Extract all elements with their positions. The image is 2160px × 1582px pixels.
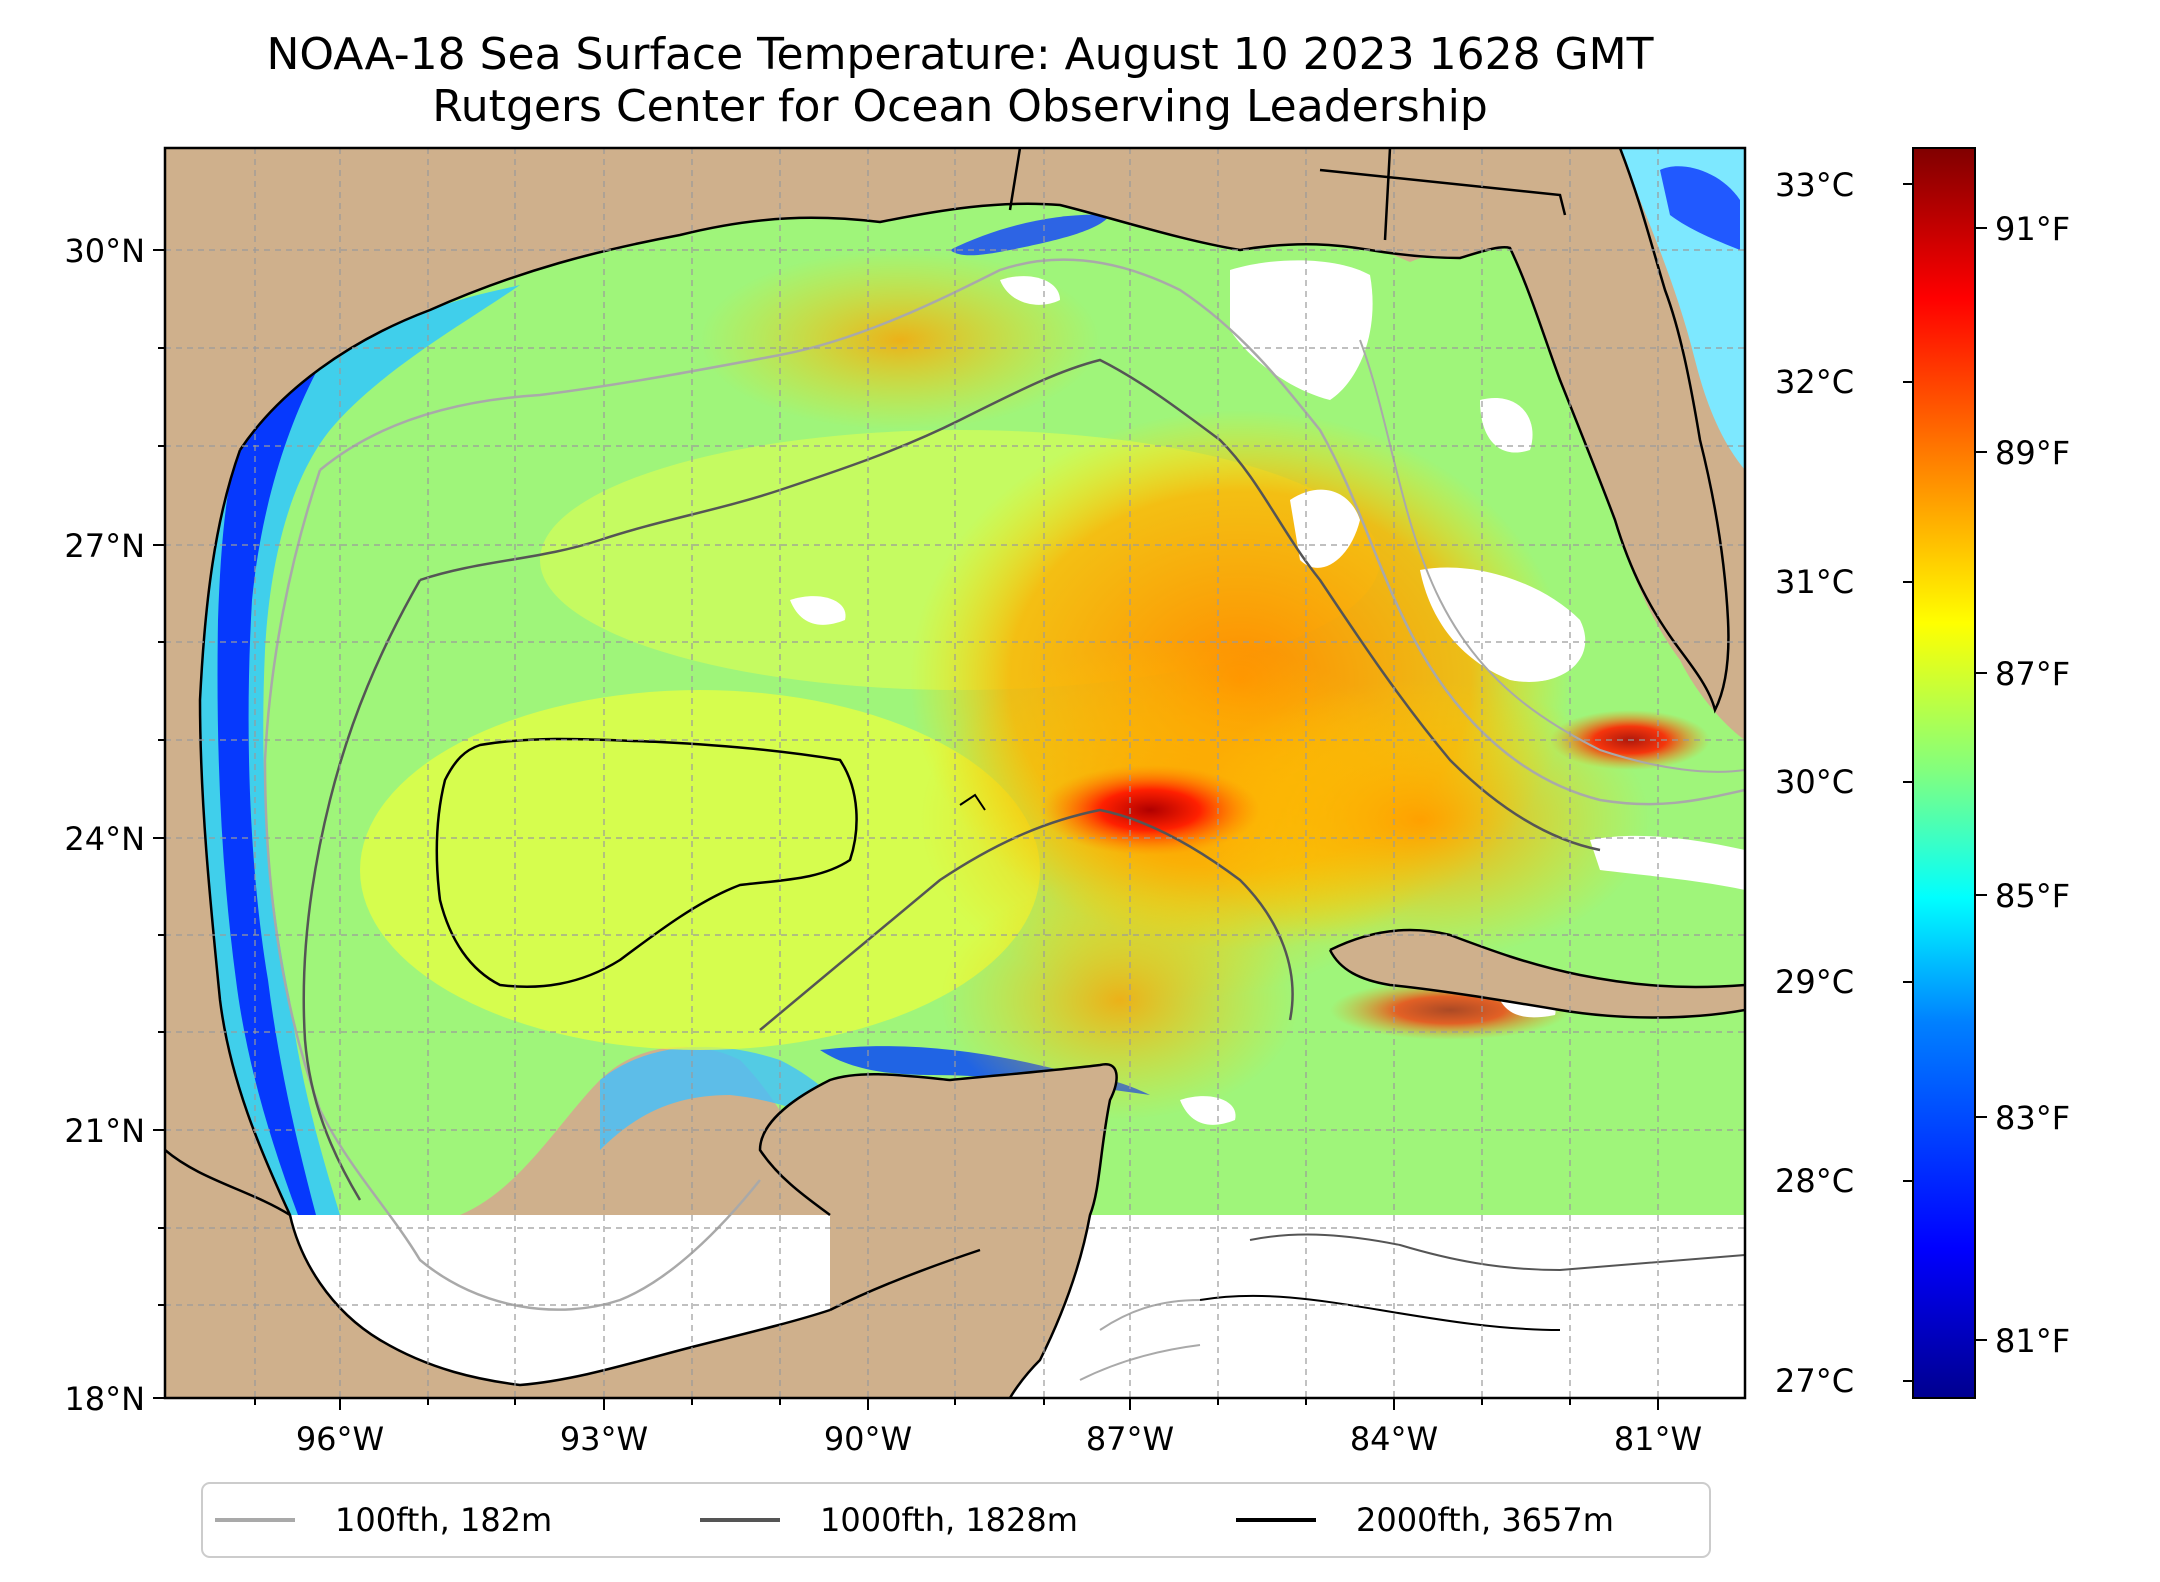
celsius-label-32: 32°C xyxy=(1775,363,1854,401)
yucatan-land xyxy=(760,1064,1117,1215)
depth-legend: 100fth, 182m 1000fth, 1828m 2000fth, 365… xyxy=(201,1482,1711,1558)
lat-label-21n: 21°N xyxy=(64,1112,145,1150)
colorbar xyxy=(1912,147,1976,1399)
fahrenheit-label-83: 83°F xyxy=(1995,1099,2070,1137)
fahrenheit-label-87: 87°F xyxy=(1995,655,2070,693)
lat-label-24n: 24°N xyxy=(64,820,145,858)
legend-label-100fth: 100fth, 182m xyxy=(335,1501,552,1539)
celsius-label-31: 31°C xyxy=(1775,563,1854,601)
celsius-label-27: 27°C xyxy=(1775,1362,1854,1400)
celsius-tick-marks xyxy=(1903,183,1913,1382)
lon-label-84w: 84°W xyxy=(1350,1420,1438,1458)
legend-box xyxy=(201,1482,1711,1558)
lon-label-87w: 87°W xyxy=(1086,1420,1174,1458)
cuba-land xyxy=(1330,930,1745,1018)
fahrenheit-label-91: 91°F xyxy=(1995,210,2070,248)
lon-label-96w: 96°W xyxy=(296,1420,384,1458)
lat-label-30n: 30°N xyxy=(64,232,145,270)
legend-label-1000fth: 1000fth, 1828m xyxy=(820,1501,1078,1539)
lon-label-81w: 81°W xyxy=(1614,1420,1702,1458)
legend-label-2000fth: 2000fth, 3657m xyxy=(1356,1501,1614,1539)
fahrenheit-label-85: 85°F xyxy=(1995,877,2070,915)
fahrenheit-label-89: 89°F xyxy=(1995,434,2070,472)
cool-coastal-band xyxy=(200,285,520,1215)
hot-spot xyxy=(1040,765,1260,855)
lon-label-90w: 90°W xyxy=(824,1420,912,1458)
lon-tick-labels: 96°W 93°W 90°W 87°W 84°W 81°W xyxy=(296,1420,1702,1458)
map-subtitle: Rutgers Center for Ocean Observing Leade… xyxy=(432,81,1488,132)
fahrenheit-label-81: 81°F xyxy=(1995,1322,2070,1360)
celsius-label-33: 33°C xyxy=(1775,166,1854,204)
lon-tick-marks xyxy=(254,1398,1659,1410)
lat-tick-labels: 30°N 27°N 24°N 21°N 18°N xyxy=(64,232,145,1418)
cold-coastal-strip xyxy=(217,365,320,1215)
florida-land xyxy=(1370,148,1729,710)
celsius-label-30: 30°C xyxy=(1775,763,1854,801)
celsius-label-28: 28°C xyxy=(1775,1162,1854,1200)
lon-label-93w: 93°W xyxy=(560,1420,648,1458)
fahrenheit-tick-labels: 91°F 89°F 87°F 85°F 83°F 81°F xyxy=(1995,210,2070,1360)
lat-tick-marks xyxy=(153,249,165,1399)
celsius-label-29: 29°C xyxy=(1775,963,1854,1001)
fahrenheit-tick-marks xyxy=(1975,227,1987,1341)
map-panel xyxy=(165,148,1745,1398)
lat-label-27n: 27°N xyxy=(64,527,145,565)
map-title: NOAA-18 Sea Surface Temperature: August … xyxy=(266,29,1654,80)
lat-label-18n: 18°N xyxy=(64,1380,145,1418)
bathymetry-contours xyxy=(263,258,1745,1381)
celsius-tick-labels: 33°C 32°C 31°C 30°C 29°C 28°C 27°C xyxy=(1775,166,1854,1400)
